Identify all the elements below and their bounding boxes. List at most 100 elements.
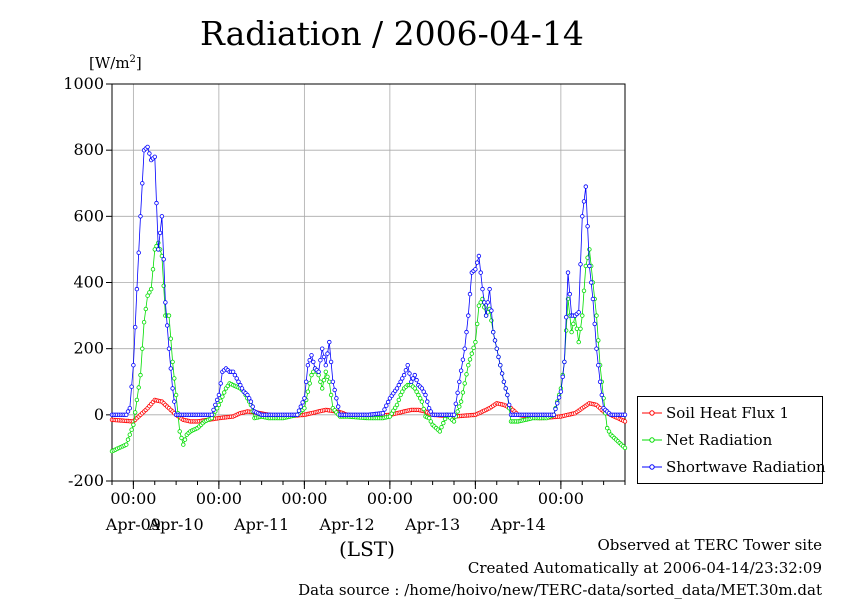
data-point [170, 359, 175, 365]
data-point [576, 310, 581, 315]
data-point [564, 328, 569, 333]
data-point [304, 379, 309, 384]
data-point [132, 410, 138, 415]
data-point [328, 392, 334, 398]
y-tick-label: 600 [73, 206, 104, 225]
y-tick-label: 200 [73, 339, 104, 358]
data-point [437, 429, 442, 434]
data-point [464, 329, 469, 335]
data-point [168, 366, 173, 371]
data-point [398, 392, 403, 398]
data-point [505, 392, 510, 398]
data-point [125, 437, 131, 442]
data-point [218, 381, 223, 386]
x-day-label: Apr-09 [105, 515, 161, 534]
data-point [503, 386, 508, 391]
data-point [453, 401, 458, 406]
data-point [154, 200, 159, 206]
data-point [141, 320, 147, 325]
data-point [483, 313, 489, 318]
data-point [209, 412, 214, 417]
legend-item-shortwave-radiation: Shortwave Radiation [642, 457, 826, 477]
data-point [323, 369, 328, 374]
x-tick-label: 00:00 [281, 489, 327, 508]
data-point [426, 415, 432, 421]
data-point [179, 435, 184, 441]
data-point [492, 338, 498, 343]
data-point [426, 406, 432, 411]
data-point [132, 325, 138, 330]
data-point [460, 390, 466, 395]
data-point [475, 260, 480, 265]
data-point [407, 371, 412, 376]
data-point [421, 389, 426, 394]
x-tick-label: 00:00 [367, 489, 413, 508]
data-point [181, 442, 186, 447]
data-point [245, 392, 250, 398]
data-point [560, 374, 565, 379]
data-point [182, 437, 188, 442]
data-point [394, 386, 400, 391]
data-point [590, 296, 596, 302]
data-point [556, 395, 562, 400]
data-point [567, 291, 572, 297]
data-point [323, 363, 328, 368]
data-point [562, 359, 567, 365]
data-point [400, 389, 405, 394]
y-tick-label: 800 [73, 140, 104, 159]
data-point [507, 402, 512, 408]
data-point [332, 387, 337, 393]
data-point [494, 346, 499, 351]
data-point [220, 394, 225, 399]
data-point [305, 389, 311, 394]
data-point [466, 313, 471, 318]
data-point [129, 427, 134, 432]
x-day-label: Apr-13 [404, 515, 460, 534]
data-point [551, 412, 556, 417]
data-point [134, 397, 140, 403]
data-point [460, 357, 466, 362]
data-point [418, 396, 423, 401]
data-point [124, 412, 129, 417]
data-point [145, 144, 150, 150]
data-point [311, 359, 316, 365]
y-tick-label: 0 [94, 405, 104, 424]
data-point [173, 392, 179, 398]
data-point [428, 409, 433, 414]
data-point [501, 379, 507, 384]
data-point [143, 306, 148, 312]
data-point [136, 250, 141, 255]
data-point [574, 326, 580, 331]
data-point [473, 267, 478, 272]
data-point [467, 357, 473, 362]
data-point [412, 372, 417, 378]
data-point [321, 377, 327, 383]
data-point [327, 339, 332, 345]
y-tick-label: 400 [73, 273, 104, 292]
data-point [599, 392, 604, 398]
data-point [587, 263, 592, 269]
data-point [305, 363, 311, 368]
data-point [555, 401, 560, 406]
data-point [129, 384, 134, 389]
data-point [134, 286, 140, 292]
data-point [218, 398, 223, 403]
data-point [211, 407, 216, 413]
data-point [475, 321, 480, 327]
data-point [416, 392, 421, 398]
data-point [400, 376, 405, 381]
data-point [147, 151, 152, 156]
data-point [159, 214, 165, 219]
data-point [498, 363, 503, 368]
data-point [238, 382, 243, 388]
data-point [569, 329, 574, 335]
data-point [496, 354, 501, 360]
data-point [414, 377, 419, 383]
data-point [580, 214, 585, 219]
data-point [168, 336, 173, 341]
data-point [482, 300, 487, 305]
data-point [380, 411, 385, 416]
data-point [578, 326, 583, 331]
data-point [425, 399, 430, 404]
data-point [578, 262, 583, 267]
